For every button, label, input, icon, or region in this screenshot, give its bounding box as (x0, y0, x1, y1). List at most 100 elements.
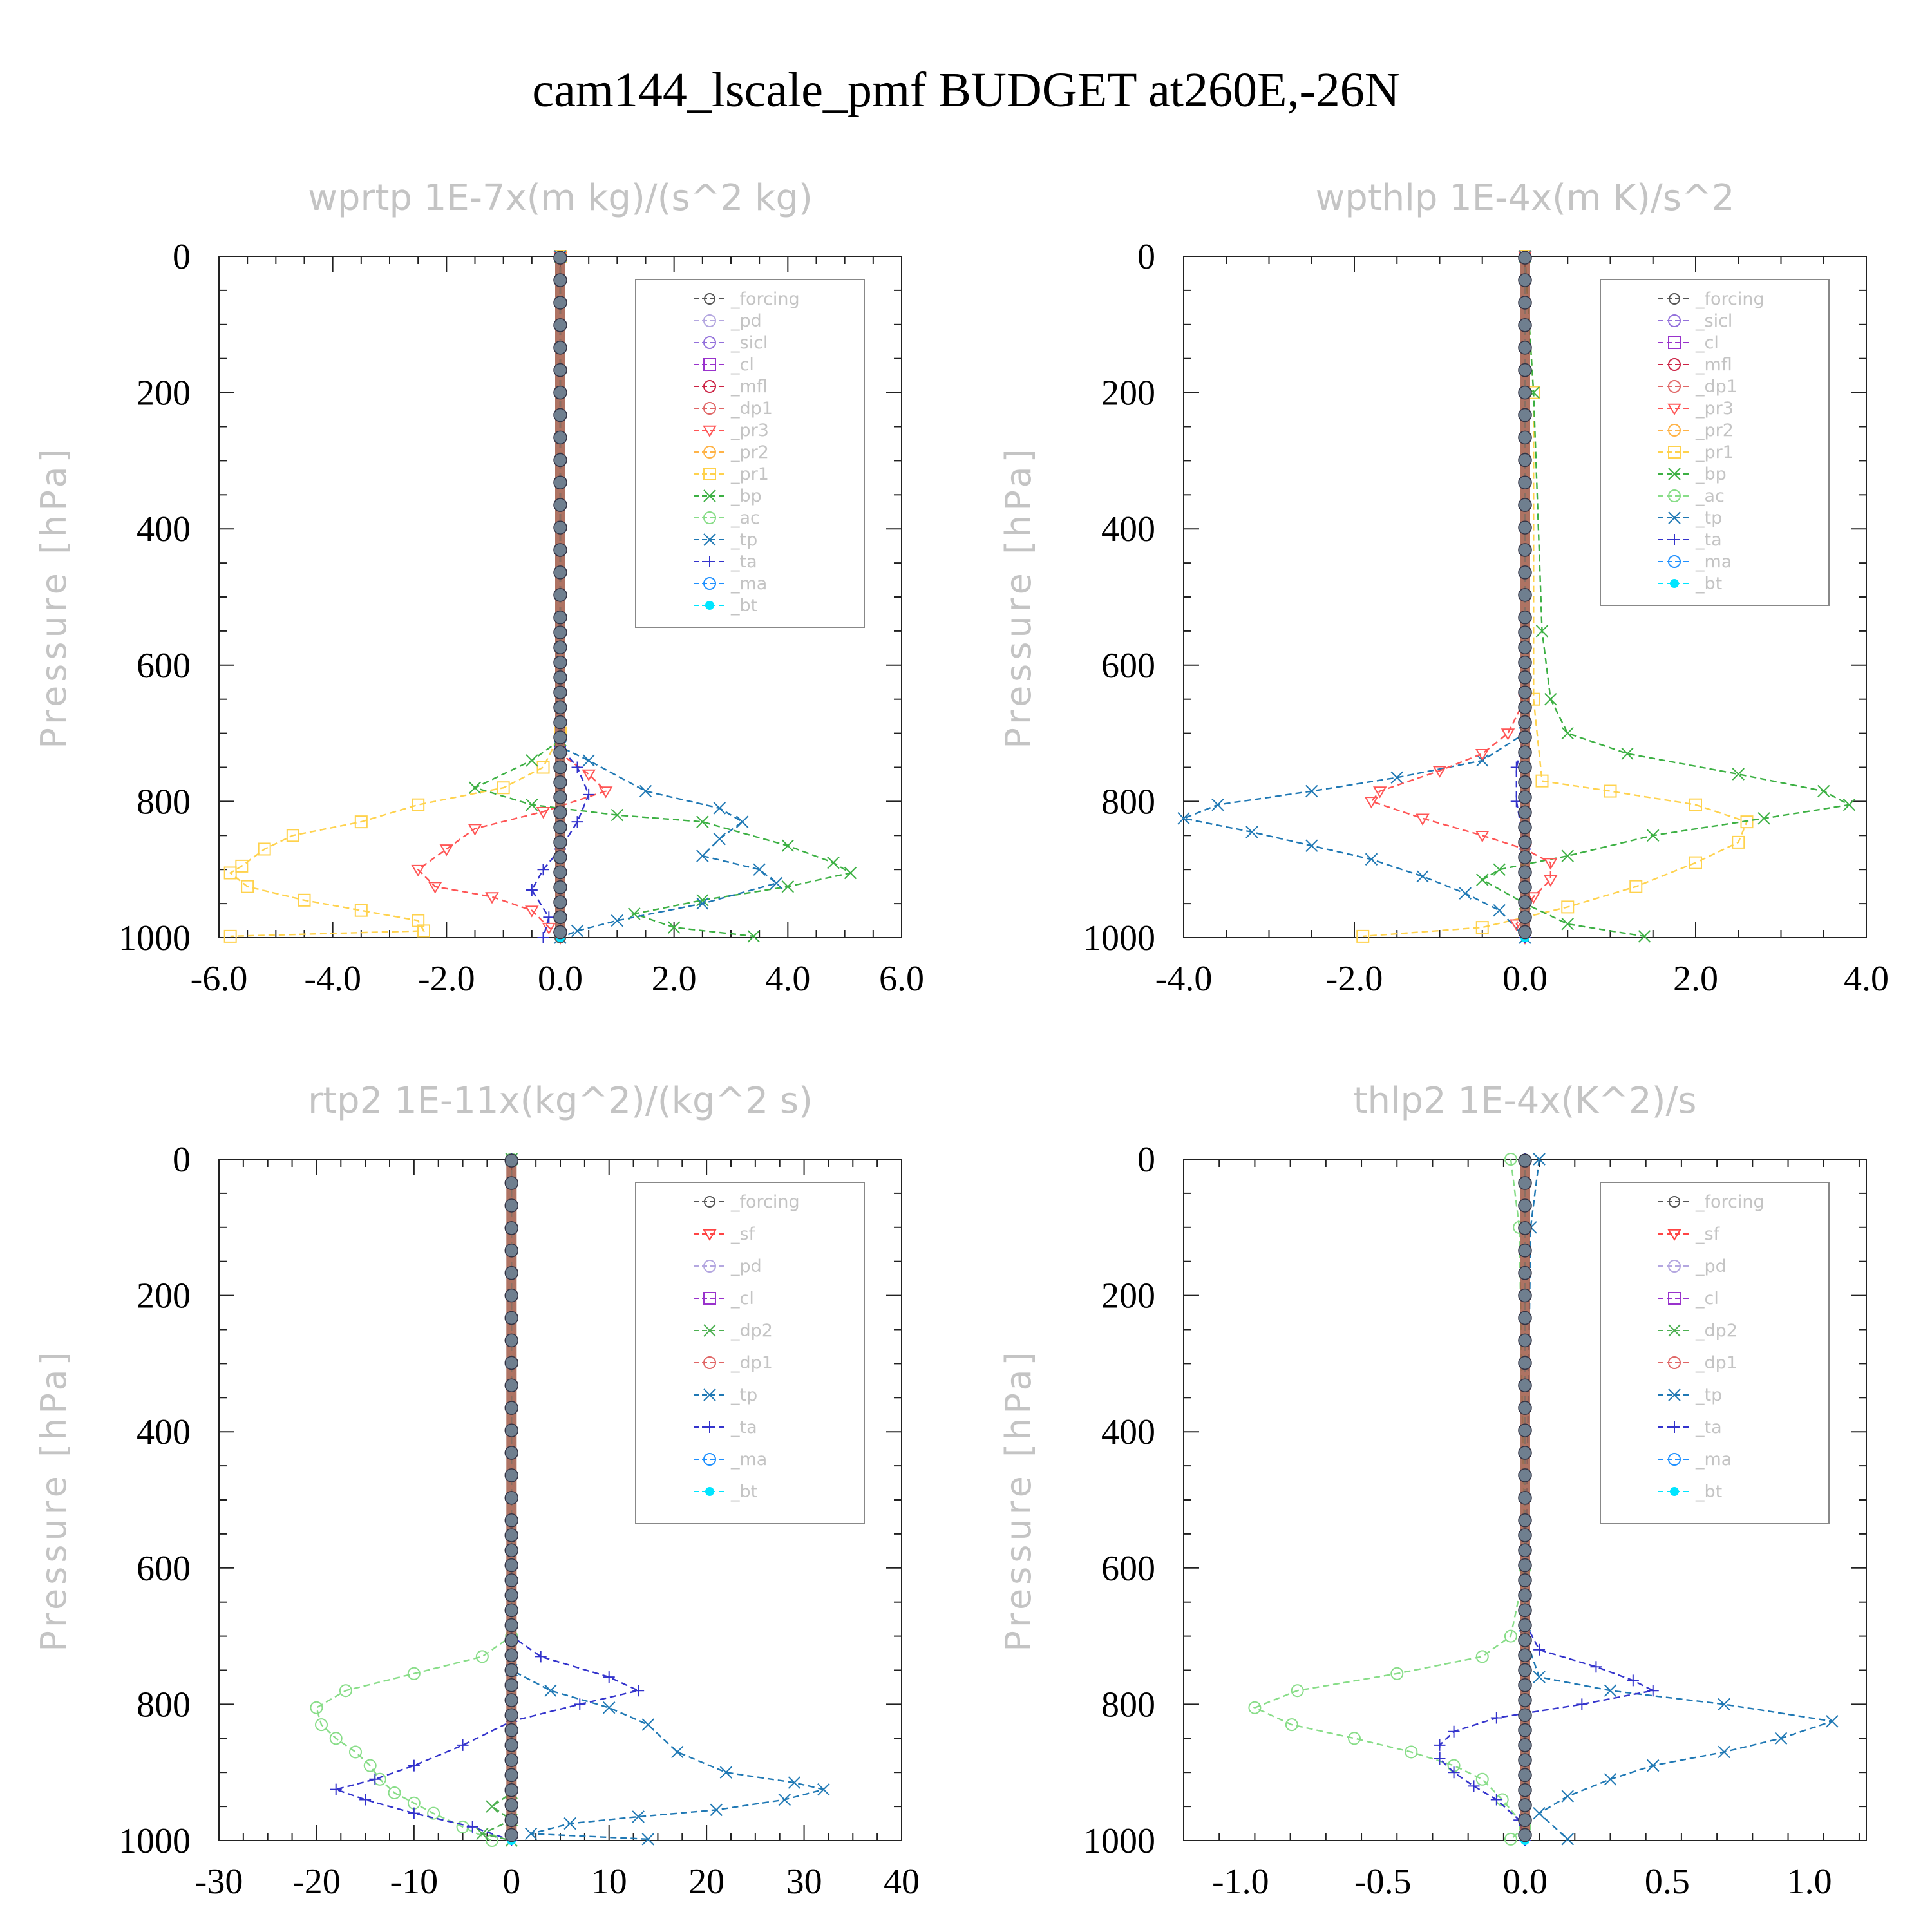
x-tick-label: 0.5 (1645, 1862, 1690, 1902)
x-tick-label: 2.0 (652, 959, 697, 999)
x-tick-label: -20 (292, 1862, 341, 1902)
data-point (1490, 1712, 1502, 1724)
legend-label: _dp1 (730, 399, 773, 419)
zero-marker (553, 685, 567, 699)
data-point (1475, 1772, 1489, 1786)
x-tick-label: 6.0 (879, 959, 924, 999)
data-point (696, 897, 709, 910)
legend-label: _mfl (730, 377, 768, 397)
data-point (537, 932, 549, 943)
data-point (1535, 625, 1549, 638)
zero-marker (553, 850, 567, 864)
zero-marker (504, 1198, 519, 1213)
series-tp (1177, 250, 1531, 944)
legend-item: _forcing (1658, 1192, 1765, 1212)
legend-label: _ac (1695, 486, 1725, 506)
legend-label: _ma (730, 1450, 767, 1470)
zero-marker (553, 625, 567, 639)
x-tick-label: 1.0 (1787, 1862, 1832, 1902)
x-tick-label: -0.5 (1354, 1862, 1412, 1902)
zero-marker (1518, 1618, 1532, 1633)
legend-label: _sf (1695, 1224, 1721, 1244)
legend-label: _bp (1695, 464, 1727, 484)
zero-marker (553, 430, 567, 445)
legend-item: _ac (694, 508, 760, 528)
data-point (639, 784, 652, 798)
series-line (315, 1159, 513, 1842)
legend-label: _forcing (1695, 289, 1765, 309)
zero-marker (504, 1513, 519, 1528)
data-point (1459, 887, 1472, 900)
legend-item: _tp (694, 1385, 757, 1405)
zero-marker (553, 296, 567, 310)
legend-label: _dp1 (1695, 377, 1738, 397)
zero-marker (1518, 1176, 1532, 1190)
zero-marker (1518, 1401, 1532, 1415)
data-point (543, 911, 555, 923)
zero-marker (1518, 1333, 1532, 1348)
data-point (844, 866, 857, 880)
data-point (1718, 1698, 1730, 1711)
legend-label: _cl (730, 355, 754, 375)
legend-item: _pd (694, 311, 762, 331)
zero-marker (504, 1378, 519, 1393)
data-point (1356, 929, 1370, 943)
legend-item: _ma (694, 574, 767, 594)
data-point (1627, 1674, 1639, 1687)
legend-item: _bt (1658, 1482, 1722, 1502)
series-pr1 (223, 250, 567, 943)
zero-marker (1518, 1468, 1532, 1482)
zero-marker (553, 820, 567, 835)
series-dp1 (1248, 1153, 1531, 1846)
legend: _forcing _sf _pd _cl _dp2 _dp1 _tp _ta _ma _bt (635, 1182, 865, 1524)
legend-item: _sf (1658, 1224, 1721, 1244)
legend-item: _pd (694, 1256, 762, 1276)
data-point (428, 882, 442, 894)
data-point (1561, 1790, 1574, 1803)
zero-marker (1518, 670, 1532, 685)
data-point (1561, 900, 1575, 914)
panel-title: thlp2 1E-4x(K^2)/s (1354, 1080, 1697, 1122)
zero-marker (1518, 820, 1532, 835)
zero-marker (1518, 1244, 1532, 1258)
zero-marker (504, 1446, 519, 1460)
legend-item: _bt (694, 596, 757, 616)
data-point (339, 1684, 352, 1698)
zero-marker (1518, 1723, 1532, 1738)
legend-label: _cl (730, 1289, 754, 1309)
zero-marker (553, 775, 567, 790)
data-point (710, 1803, 723, 1817)
zero-marker (1518, 1813, 1532, 1828)
series-line (1253, 1159, 1526, 1840)
data-point (1526, 892, 1540, 904)
x-tick-label: 40 (884, 1862, 920, 1902)
data-point (1405, 1745, 1418, 1759)
data-point (1245, 826, 1258, 838)
legend-label: _tp (730, 530, 757, 550)
series-ta (330, 1153, 645, 1846)
data-point (1364, 797, 1379, 809)
zero-marker (1518, 1543, 1532, 1558)
data-point (1504, 1832, 1517, 1846)
series-line (1439, 1159, 1656, 1841)
x-tick-label: 2.0 (1673, 959, 1718, 999)
zero-marker (504, 1678, 519, 1692)
data-point (1689, 856, 1702, 869)
x-tick-label: 20 (688, 1862, 724, 1902)
zero-marker (504, 1153, 519, 1168)
data-point (1475, 831, 1490, 843)
data-point (1434, 1739, 1446, 1751)
data-point (1757, 812, 1770, 825)
zero-marker (1518, 453, 1532, 468)
data-point (476, 1827, 489, 1841)
zero-marker (504, 1491, 519, 1505)
legend-item: _ta (1658, 1417, 1722, 1437)
panel-title: wpthlp 1E-4x(m K)/s^2 (1315, 177, 1734, 219)
data-point (719, 1766, 733, 1779)
data-point (1475, 921, 1489, 934)
zero-marker (1518, 745, 1532, 759)
data-point (713, 832, 726, 846)
legend-item: _bp (1658, 464, 1727, 484)
legend-label: _pr1 (730, 464, 769, 484)
zero-marker (553, 453, 567, 468)
